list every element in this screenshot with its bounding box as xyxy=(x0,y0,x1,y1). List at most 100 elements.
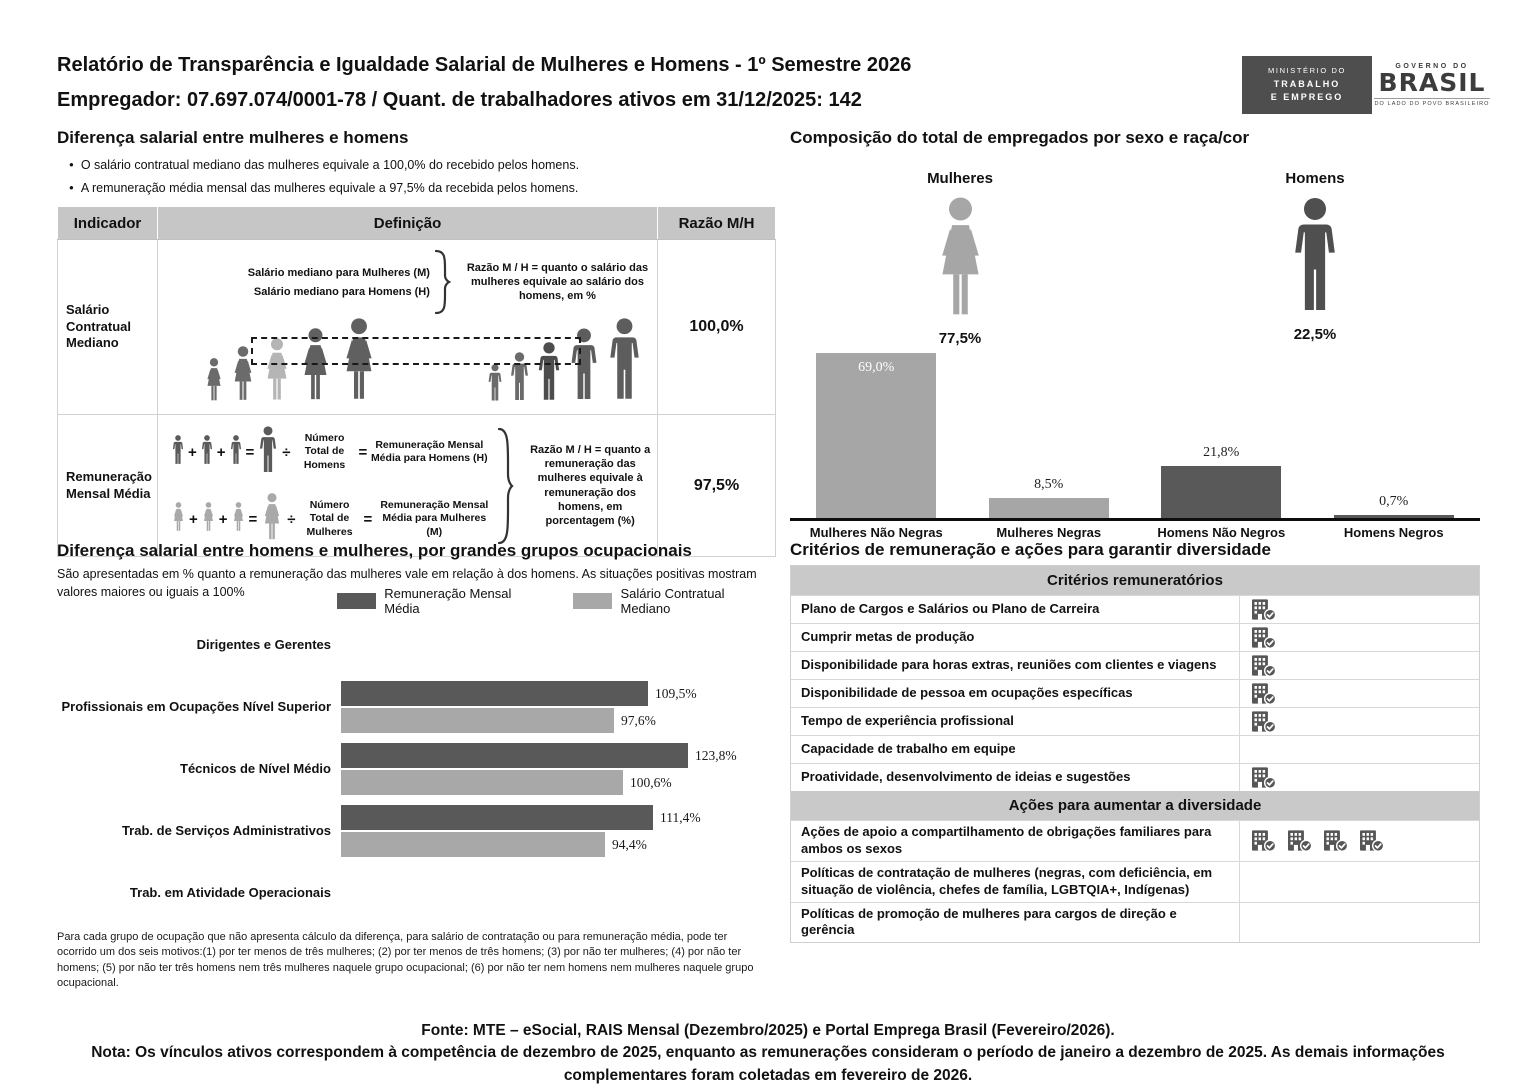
legend-swatch-light xyxy=(573,593,613,609)
woman-icon xyxy=(171,501,186,537)
criteria-group-header: Ações para aumentar a diversidade xyxy=(791,791,1479,820)
woman-icon xyxy=(203,358,225,407)
brasil-wordmark: BRASIL xyxy=(1378,67,1486,97)
building-check-icon xyxy=(1322,829,1349,853)
section-title-composition: Composição do total de empregados por se… xyxy=(790,128,1250,147)
woman-icon xyxy=(231,501,246,537)
men-total-label: Número Total de Homens xyxy=(303,432,346,471)
occupational-bar-value: 109,5% xyxy=(655,685,697,701)
header-logos: MINISTÉRIO DO TRABALHO E EMPREGO GOVERNO… xyxy=(1242,56,1492,114)
woman-icon-highlight xyxy=(261,338,293,407)
criteria-row: Tempo de experiência profissional xyxy=(791,707,1479,735)
divide-operator: ÷ xyxy=(287,510,296,528)
criteria-status-icons xyxy=(1239,596,1479,623)
equals-operator: = xyxy=(248,510,258,528)
criteria-row: Políticas de contratação de mulheres (ne… xyxy=(791,860,1479,902)
criteria-label: Cumprir metas de produção xyxy=(801,629,975,645)
indicator-name: Remuneração Mensal Média xyxy=(57,414,158,557)
occupational-bar xyxy=(341,832,605,857)
section-title-criteria: Critérios de remuneração e ações para ga… xyxy=(790,540,1271,559)
occupational-bar-line: 94,4% xyxy=(341,832,775,858)
criteria-label: Políticas de promoção de mulheres para c… xyxy=(801,905,1177,938)
woman-icon xyxy=(201,501,216,537)
plus-operator: + xyxy=(218,510,228,528)
composition-bar-value: 21,8% xyxy=(1203,445,1240,460)
footer-note: Nota: Os vínculos ativos correspondem à … xyxy=(91,1044,1445,1084)
row-remuneracao-mensal-media: Remuneração Mensal Média + + = xyxy=(57,414,776,557)
women-average-formula: + + = ÷ Número Total de Mulheres = xyxy=(171,492,493,546)
legend-label: Salário Contratual Mediano xyxy=(620,586,725,616)
composition-category-label: Mulheres Não Negras xyxy=(809,525,943,540)
indicator-table-header-row: Indicador Definição Razão M/H xyxy=(57,206,776,240)
equals-operator: = xyxy=(245,443,255,461)
occupational-row: Técnicos de Nível Médio 123,8% 100,6% xyxy=(57,738,775,800)
left-column: Diferença salarial entre mulheres e home… xyxy=(57,128,776,1068)
woman-icon-large xyxy=(260,492,284,546)
criteria-label: Ações de apoio a compartilhamento de obr… xyxy=(801,824,1212,856)
building-check-icon xyxy=(1250,682,1277,705)
occupational-category-label: Profissionais em Ocupações Nível Superio… xyxy=(61,698,331,714)
man-icon xyxy=(567,328,601,407)
median-comparison-dashed-box xyxy=(251,337,581,365)
criteria-label: Capacidade de trabalho em equipe xyxy=(801,741,1016,757)
criteria-status-icons xyxy=(1239,736,1479,763)
report-header: Relatório de Transparência e Igualdade S… xyxy=(57,48,911,118)
men-result-label: Remuneração Mensal Média para Homens (H) xyxy=(370,438,488,464)
man-icon xyxy=(605,318,644,407)
criteria-row: Plano de Cargos e Salários ou Plano de C… xyxy=(791,595,1479,623)
criteria-label: Tempo de experiência profissional xyxy=(801,713,1014,729)
col-header-definicao: Definição xyxy=(157,206,658,240)
criteria-label: Políticas de contratação de mulheres (ne… xyxy=(801,864,1213,897)
woman-icon-large xyxy=(930,197,991,324)
occupational-bar-line: 111,4% xyxy=(341,805,775,831)
report-subtitle: Empregador: 07.697.074/0001-78 / Quant. … xyxy=(57,89,862,111)
composition-bar-value: 0,7% xyxy=(1379,494,1409,509)
occupational-row: Trab. de Serviços Administrativos 111,4% 9… xyxy=(57,800,775,862)
divide-operator: ÷ xyxy=(282,443,291,461)
median-women-line: Salário mediano para Mulheres (M) xyxy=(247,266,430,279)
plus-operator: + xyxy=(216,443,226,461)
plus-operator: + xyxy=(189,510,198,528)
median-salary-pictogram xyxy=(163,317,652,411)
composition-bar-zone: 21,8% xyxy=(1135,346,1308,518)
criteria-row: Ações de apoio a compartilhamento de obr… xyxy=(791,820,1479,861)
right-column: Composição do total de empregados por se… xyxy=(790,128,1480,1068)
criteria-row: Disponibilidade para horas extras, reuni… xyxy=(791,651,1479,679)
criteria-status-icons xyxy=(1239,652,1479,679)
row-salario-contratual-mediano: Salário Contratual Mediano Salário media… xyxy=(57,239,776,415)
composition-bar-zone: 8,5% xyxy=(963,346,1136,518)
criteria-table: Critérios remuneratórios Plano de Cargos … xyxy=(790,565,1480,944)
composition-bar-zone: 69,0% xyxy=(790,346,963,518)
occupational-chart-footnote: Para cada grupo de ocupação que não apre… xyxy=(57,931,754,990)
occupational-category-label: Trab. em Atividade Operacionais xyxy=(129,884,331,900)
female-percentage: 77,5% xyxy=(938,330,982,347)
governo-slogan: DO LADO DO POVO BRASILEIRO xyxy=(1374,98,1490,107)
female-label: Mulheres xyxy=(927,170,993,187)
occupational-bar-value: 123,8% xyxy=(695,747,737,763)
composition-bar-value: 8,5% xyxy=(1034,477,1064,492)
salary-bullet: O salário contratual mediano das mulhere… xyxy=(69,158,579,172)
criteria-status-icons xyxy=(1239,902,1479,943)
criteria-status-icons xyxy=(1239,624,1479,651)
occupational-bar-line: 109,5% xyxy=(341,681,775,707)
building-check-icon xyxy=(1250,626,1277,649)
composition-bar xyxy=(1161,466,1282,518)
brace-icon xyxy=(434,249,451,315)
women-result-label: Remuneração Mensal Média para Mulheres (… xyxy=(380,499,489,538)
occupational-bar-value: 94,4% xyxy=(612,836,647,852)
man-icon xyxy=(171,434,185,470)
composition-category-label: Mulheres Negras xyxy=(996,525,1102,540)
criteria-status-icons xyxy=(1239,861,1479,902)
median-salary-definition: Salário mediano para Mulheres (M) Salári… xyxy=(159,241,656,413)
criteria-row: Cumprir metas de produção xyxy=(791,623,1479,651)
man-icon-large xyxy=(257,425,279,479)
average-ratio-value: 97,5% xyxy=(657,414,776,557)
governo-brasil-logo: GOVERNO DO BRASIL DO LADO DO POVO BRASIL… xyxy=(1372,56,1492,114)
man-icon xyxy=(229,434,243,470)
woman-icon xyxy=(338,318,380,407)
occupational-bar xyxy=(341,743,688,768)
occupational-bars: 123,8% 100,6% xyxy=(341,742,775,797)
occupational-category-label: Trab. de Serviços Administrativos xyxy=(121,822,331,838)
woman-icon xyxy=(297,328,334,407)
